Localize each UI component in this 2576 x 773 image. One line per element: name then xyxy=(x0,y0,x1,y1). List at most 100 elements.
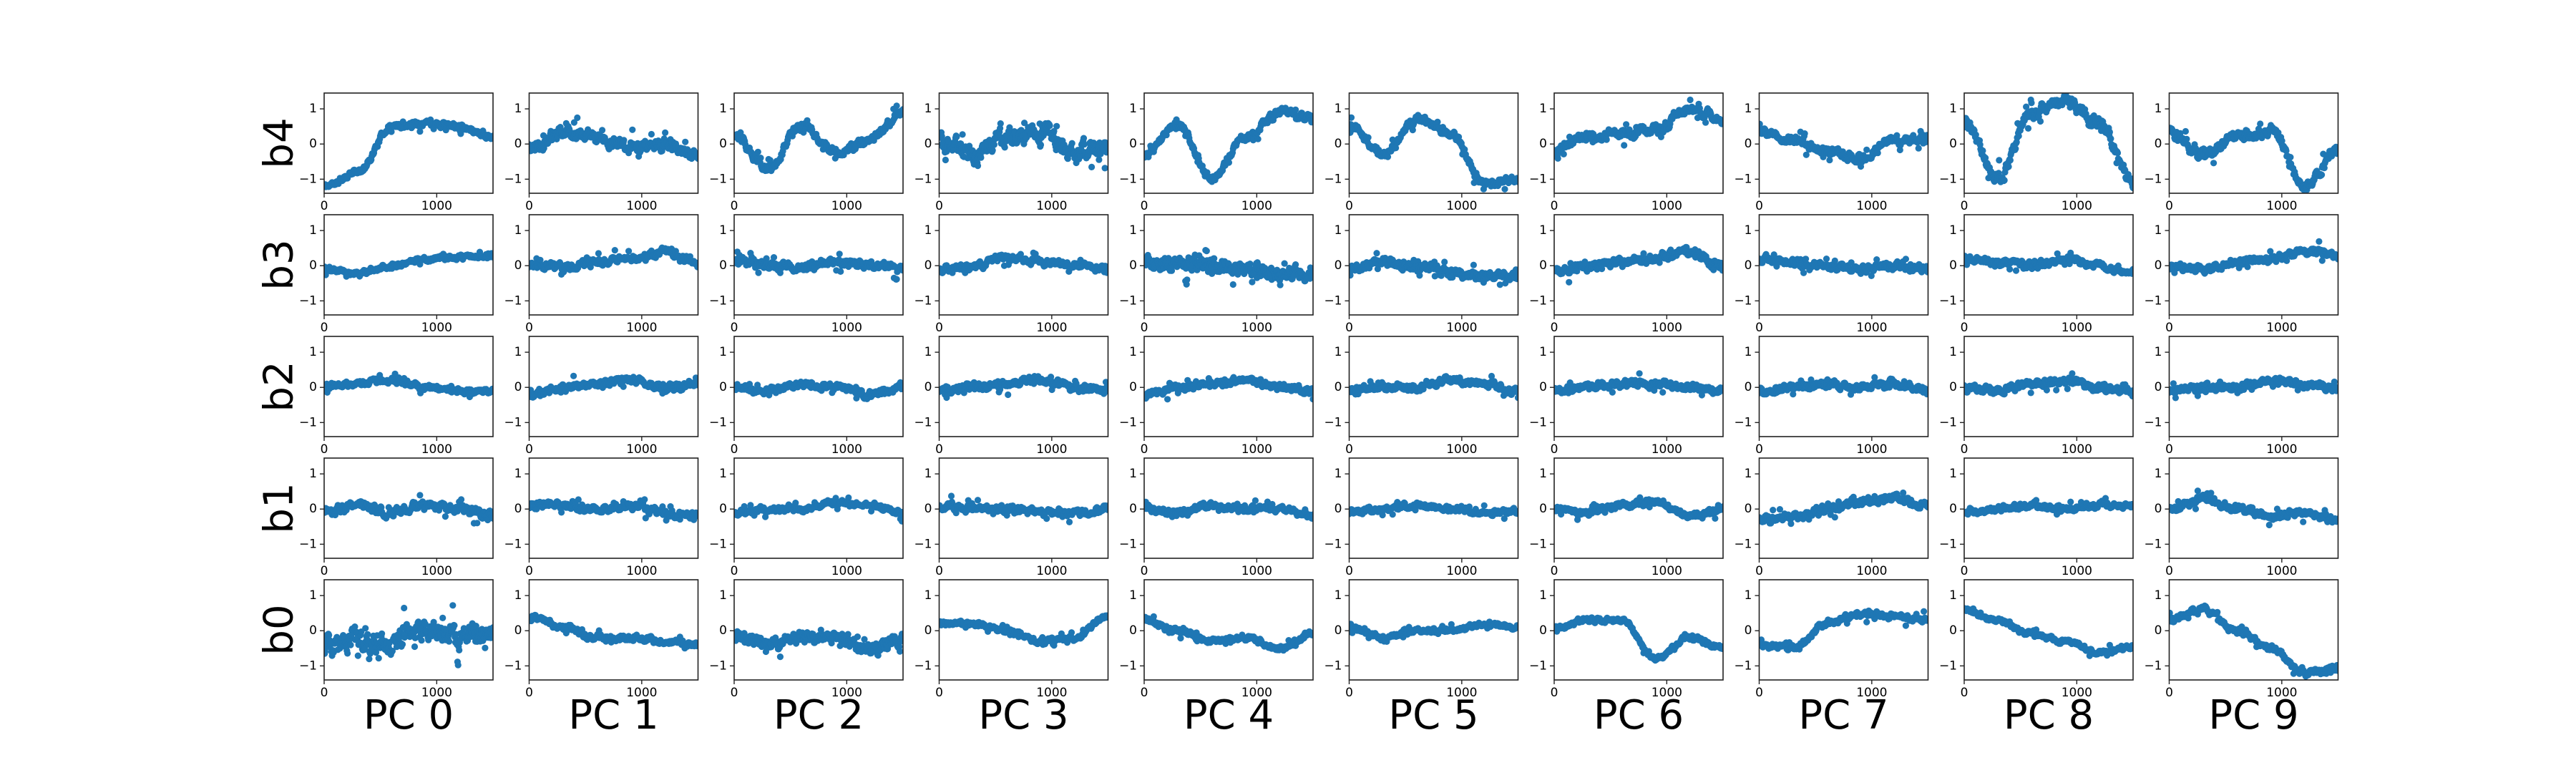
scatter-point xyxy=(1384,153,1392,160)
axes-frame xyxy=(733,92,904,194)
x-tick-label: 1000 xyxy=(1036,199,1067,213)
scatter-point xyxy=(1759,120,1763,127)
y-tick-label: −1 xyxy=(299,172,317,186)
scatter-series xyxy=(1759,120,1928,170)
scatter-point xyxy=(648,130,655,138)
y-tick-label: 1 xyxy=(1129,102,1137,116)
scatter-point xyxy=(1080,141,1088,148)
y-tick-label: 0 xyxy=(514,258,522,273)
scatter-point xyxy=(2015,132,2022,140)
scatter-point xyxy=(1104,143,1108,150)
y-tick-label: 1 xyxy=(1129,223,1137,238)
panel-b4-pc8: 10−10 1000 xyxy=(1939,92,2134,213)
scatter-point xyxy=(1915,145,1922,152)
scatter-series xyxy=(939,120,1108,172)
y-tick-label: 1 xyxy=(514,223,522,238)
y-tick-label: 1 xyxy=(2155,102,2162,116)
x-tick-label: 1000 xyxy=(421,321,452,335)
scatter-point xyxy=(757,155,764,162)
scatter-point xyxy=(1037,141,1045,148)
x-tick-label: 1000 xyxy=(1652,199,1682,213)
scatter-point xyxy=(1621,142,1628,149)
scatter-point xyxy=(625,248,633,255)
y-tick-label: 0 xyxy=(1129,137,1137,151)
y-tick-label: −1 xyxy=(1529,172,1547,186)
y-tick-label: −1 xyxy=(914,293,932,308)
x-tick-label: 1000 xyxy=(2062,199,2092,213)
scatter-point xyxy=(1409,127,1416,134)
scatter-series xyxy=(324,248,493,280)
scatter-point xyxy=(1719,120,1723,127)
y-tick-label: 0 xyxy=(924,137,932,151)
x-tick-label: 1000 xyxy=(626,321,657,335)
scatter-series xyxy=(2169,120,2338,193)
scatter-point xyxy=(2183,135,2190,142)
scatter-point xyxy=(974,162,982,170)
scatter-point xyxy=(2129,184,2133,192)
scatter-point xyxy=(2334,148,2338,156)
scatter-point xyxy=(837,268,844,275)
scatter-point xyxy=(1104,267,1108,274)
y-tick-label: 1 xyxy=(719,102,727,116)
scatter-point xyxy=(957,140,965,147)
y-tick-label: 1 xyxy=(514,102,522,116)
x-tick-label: 0 xyxy=(525,199,533,213)
y-tick-label: 1 xyxy=(1745,102,1752,116)
x-tick-label: 1000 xyxy=(2266,199,2297,213)
scatter-point xyxy=(2036,117,2044,125)
scatter-point xyxy=(836,251,843,258)
panel-b3-pc3: 10−10 1000 xyxy=(914,214,1109,335)
scatter-series xyxy=(1349,112,1518,193)
scatter-series xyxy=(1349,250,1518,288)
scatter-point xyxy=(1702,119,1709,126)
y-tick-label: 1 xyxy=(924,102,932,116)
panel-b4-pc6: 10−10 1000 xyxy=(1529,92,1724,213)
panel-b3-pc4: 10−10 1000 xyxy=(1119,214,1314,335)
scatter-point xyxy=(899,106,903,113)
x-tick-label: 0 xyxy=(1551,199,1558,213)
x-tick-label: 0 xyxy=(1755,199,1763,213)
scatter-point xyxy=(893,102,900,110)
x-tick-label: 0 xyxy=(321,199,328,213)
y-tick-label: −1 xyxy=(504,293,522,308)
scatter-point xyxy=(1979,147,1986,155)
scatter-point xyxy=(1281,260,1288,267)
scatter-point xyxy=(2005,163,2012,170)
scatter-series xyxy=(529,114,698,162)
scatter-point xyxy=(1246,261,1254,268)
scatter-series xyxy=(1144,247,1313,288)
axes-frame xyxy=(528,214,699,316)
scatter-point xyxy=(959,131,966,138)
x-tick-label: 0 xyxy=(1141,199,1148,213)
scatter-point xyxy=(1254,135,1262,142)
axes-frame xyxy=(528,92,699,194)
y-tick-label: −1 xyxy=(299,293,317,308)
panel-b3-pc2: 10−10 1000 xyxy=(709,214,904,335)
x-tick-label: 1000 xyxy=(1856,199,1887,213)
scatter-point xyxy=(977,154,985,161)
scatter-series xyxy=(734,248,903,283)
panel-b3-pc5: 10−10 1000 xyxy=(1324,214,1519,335)
panel-b3-pc1: 10−10 1000 xyxy=(504,214,699,335)
scatter-point xyxy=(2318,171,2326,178)
y-tick-label: 0 xyxy=(309,258,317,273)
scatter-point xyxy=(1996,157,2003,164)
scatter-point xyxy=(1277,281,1284,288)
scatter-series xyxy=(939,249,1108,276)
scatter-point xyxy=(953,133,960,140)
axes-frame xyxy=(938,214,1109,316)
scatter-point xyxy=(629,126,636,133)
scatter-point xyxy=(1077,152,1084,160)
panel-b4-pc0: 10−10 1000 xyxy=(299,92,494,213)
scatter-point xyxy=(1021,120,1028,127)
x-tick-label: 1000 xyxy=(626,199,657,213)
scatter-point xyxy=(457,130,464,137)
panel-b3-pc0: 10−10 1000 xyxy=(299,214,494,335)
y-tick-label: 0 xyxy=(1539,137,1547,151)
scatter-point xyxy=(1349,114,1355,121)
scatter-point xyxy=(1501,185,1508,193)
y-tick-label: 0 xyxy=(514,137,522,151)
y-tick-label: −1 xyxy=(914,172,932,186)
scatter-point xyxy=(570,119,578,126)
